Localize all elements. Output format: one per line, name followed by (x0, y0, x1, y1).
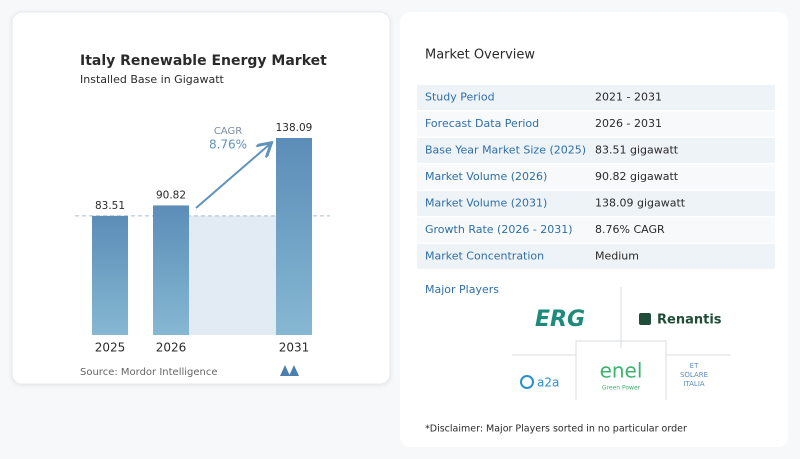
bar (153, 205, 189, 335)
disclaimer: *Disclaimer: Major Players sorted in no … (425, 424, 687, 435)
x-tick-label: 2031 (279, 341, 310, 355)
plot: 83.51 2025 90.82 2026 138.09 2031 (75, 122, 330, 355)
row-value: 8.76% CAGR (595, 223, 665, 236)
value-label: 90.82 (156, 189, 186, 201)
logo-icon (639, 313, 651, 325)
row-label: Forecast Data Period (425, 117, 539, 130)
row-value: 2021 - 2031 (595, 91, 662, 104)
logo-enel: enel (600, 359, 643, 383)
chart-title: Italy Renewable Energy Market (80, 53, 327, 69)
row-bg (417, 217, 775, 243)
logo-enel-sub: Green Power (602, 385, 641, 392)
players-title: Major Players (425, 283, 499, 296)
row-bg (417, 164, 775, 190)
row-value: 138.09 gigawatt (595, 197, 686, 210)
row-bg (417, 111, 775, 137)
value-label: 138.09 (276, 122, 313, 134)
row-label: Market Volume (2031) (425, 197, 547, 210)
row-label: Market Volume (2026) (425, 170, 547, 183)
bar (276, 138, 312, 335)
logo-etsi: ITALIA (683, 380, 705, 388)
source: Source: Mordor Intelligence (80, 367, 218, 378)
brand-logo (280, 365, 299, 376)
logo-grid (512, 287, 730, 400)
row-value: Medium (595, 250, 639, 263)
logo-erg: ERG (535, 307, 585, 332)
logo-etsi: ET (690, 362, 699, 370)
row-value: 90.82 gigawatt (595, 170, 679, 183)
x-tick-label: 2026 (156, 341, 187, 355)
row-bg (417, 191, 775, 216)
bar (92, 215, 128, 335)
row-value: 2026 - 2031 (595, 117, 662, 130)
row-label: Study Period (425, 91, 495, 104)
overview-title: Market Overview (425, 48, 535, 63)
row-value: 83.51 gigawatt (595, 144, 679, 157)
overview-table: Study Period 2021 - 2031 Forecast Data Per… (417, 85, 775, 269)
logo-icon (520, 375, 534, 389)
x-tick-label: 2025 (95, 341, 126, 355)
row-bg (417, 138, 775, 163)
cagr-arrow (195, 144, 270, 209)
cagr-label: CAGR (214, 126, 242, 137)
logo-renantis: Renantis (657, 313, 722, 328)
value-label: 83.51 (95, 200, 125, 212)
row-label: Base Year Market Size (2025) (425, 144, 586, 157)
row-label: Growth Rate (2026 - 2031) (425, 223, 573, 236)
logo-a2a: a2a (537, 376, 559, 390)
cagr-value: 8.76% (209, 138, 247, 152)
chart-subtitle: Installed Base in Gigawatt (80, 73, 225, 86)
row-bg (417, 85, 775, 110)
row-bg (417, 244, 775, 269)
logo-etsi: SOLARE (680, 371, 708, 379)
row-label: Market Concentration (425, 250, 544, 263)
